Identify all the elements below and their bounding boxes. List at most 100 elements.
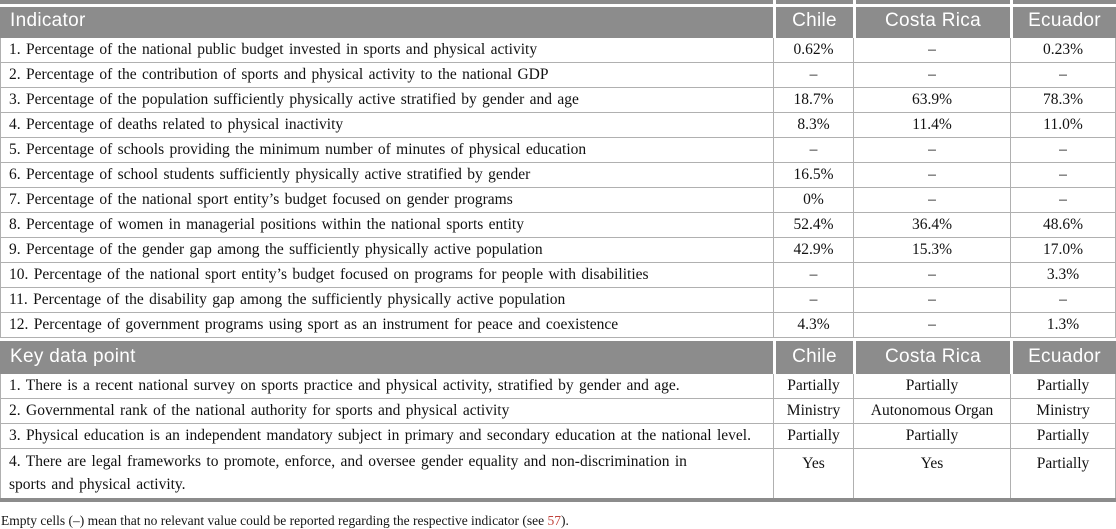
table-row: 1. There is a recent national survey on … (0, 374, 1116, 399)
value-cell: 0.62% (773, 38, 853, 63)
value-cell: 42.9% (773, 238, 853, 263)
key-data-point-rows: 1. There is a recent national survey on … (0, 374, 1116, 498)
value-cell: 0% (773, 188, 853, 213)
value-cell: 52.4% (773, 213, 853, 238)
value-cell: Partially (853, 374, 1010, 399)
row-label: 5. Percentage of schools providing the m… (0, 138, 773, 163)
table-row: 3. Percentage of the population sufficie… (0, 88, 1116, 113)
value-cell: – (773, 263, 853, 288)
value-cell: – (853, 63, 1010, 88)
row-label: 4. There are legal frameworks to promote… (0, 449, 773, 498)
value-cell: – (853, 263, 1010, 288)
value-cell: 4.3% (773, 313, 853, 338)
value-cell: 1.3% (1010, 313, 1116, 338)
column-header-ecuador: Ecuador (1010, 338, 1116, 374)
table-row: 2. Governmental rank of the national aut… (0, 399, 1116, 424)
indicators-table: Indicator Chile Costa Rica Ecuador 1. Pe… (0, 0, 1116, 498)
value-cell: 63.9% (853, 88, 1010, 113)
row-label: 1. Percentage of the national public bud… (0, 38, 773, 63)
row-label: 4. Percentage of deaths related to physi… (0, 113, 773, 138)
value-cell: 78.3% (1010, 88, 1116, 113)
footnote-text-suffix: ). (561, 512, 569, 528)
row-label: 11. Percentage of the disability gap amo… (0, 288, 773, 313)
value-cell: – (1010, 163, 1116, 188)
section-header-indicator: Indicator Chile Costa Rica Ecuador (0, 0, 1116, 38)
value-cell: – (1010, 138, 1116, 163)
value-cell: 8.3% (773, 113, 853, 138)
column-header-chile: Chile (773, 0, 853, 38)
table-row: 1. Percentage of the national public bud… (0, 38, 1116, 63)
indicator-rows: 1. Percentage of the national public bud… (0, 38, 1116, 338)
value-cell: – (773, 288, 853, 313)
value-cell: Partially (773, 424, 853, 449)
row-label: 2. Governmental rank of the national aut… (0, 399, 773, 424)
value-cell: Partially (1010, 424, 1116, 449)
value-cell: 3.3% (1010, 263, 1116, 288)
value-cell: – (1010, 288, 1116, 313)
value-cell: – (773, 138, 853, 163)
value-cell: Ministry (773, 399, 853, 424)
footnote-text: Empty cells (–) mean that no relevant va… (1, 512, 548, 528)
value-cell: Yes (773, 449, 853, 498)
value-cell: – (773, 63, 853, 88)
row-label: 9. Percentage of the gender gap among th… (0, 238, 773, 263)
value-cell: – (853, 38, 1010, 63)
column-header-costa-rica: Costa Rica (853, 0, 1010, 38)
value-cell: 18.7% (773, 88, 853, 113)
table-row: 5. Percentage of schools providing the m… (0, 138, 1116, 163)
value-cell: Yes (853, 449, 1010, 498)
table-row: 7. Percentage of the national sport enti… (0, 188, 1116, 213)
column-header-chile: Chile (773, 338, 853, 374)
table-row: 10. Percentage of the national sport ent… (0, 263, 1116, 288)
value-cell: 11.4% (853, 113, 1010, 138)
row-label: 1. There is a recent national survey on … (0, 374, 773, 399)
table-bottom-rule (0, 497, 1116, 502)
section-title-key-data-point: Key data point (0, 338, 773, 374)
footnote: Empty cells (–) mean that no relevant va… (1, 513, 1116, 529)
value-cell: Partially (773, 374, 853, 399)
value-cell: – (1010, 188, 1116, 213)
citation-link-57[interactable]: 57 (547, 512, 562, 528)
header-row: Key data point Chile Costa Rica Ecuador (0, 338, 1116, 374)
table-row: 2. Percentage of the contribution of spo… (0, 63, 1116, 88)
value-cell: – (853, 288, 1010, 313)
table-row: 3. Physical education is an independent … (0, 424, 1116, 449)
column-header-costa-rica: Costa Rica (853, 338, 1010, 374)
header-row: Indicator Chile Costa Rica Ecuador (0, 0, 1116, 38)
value-cell: 16.5% (773, 163, 853, 188)
row-label: 8. Percentage of women in managerial pos… (0, 213, 773, 238)
row-label: 7. Percentage of the national sport enti… (0, 188, 773, 213)
value-cell: 36.4% (853, 213, 1010, 238)
row-label: 10. Percentage of the national sport ent… (0, 263, 773, 288)
section-header-key-data-point: Key data point Chile Costa Rica Ecuador (0, 338, 1116, 374)
row-label: 3. Physical education is an independent … (0, 424, 773, 449)
value-cell: – (853, 188, 1010, 213)
table-row: 4. Percentage of deaths related to physi… (0, 113, 1116, 138)
value-cell: Ministry (1010, 399, 1116, 424)
row-label: 2. Percentage of the contribution of spo… (0, 63, 773, 88)
value-cell: Partially (853, 424, 1010, 449)
row-label: 3. Percentage of the population sufficie… (0, 88, 773, 113)
value-cell: 11.0% (1010, 113, 1116, 138)
row-label: 6. Percentage of school students suffici… (0, 163, 773, 188)
table-row: 8. Percentage of women in managerial pos… (0, 213, 1116, 238)
value-cell: – (853, 138, 1010, 163)
value-cell: 15.3% (853, 238, 1010, 263)
section-title-indicator: Indicator (0, 0, 773, 38)
value-cell: Autonomous Organ (853, 399, 1010, 424)
value-cell: Partially (1010, 449, 1116, 498)
value-cell: 0.23% (1010, 38, 1116, 63)
table-row: 12. Percentage of government programs us… (0, 313, 1116, 338)
table-row: 11. Percentage of the disability gap amo… (0, 288, 1116, 313)
column-header-ecuador: Ecuador (1010, 0, 1116, 38)
table-row: 6. Percentage of school students suffici… (0, 163, 1116, 188)
value-cell: – (853, 313, 1010, 338)
table-row: 9. Percentage of the gender gap among th… (0, 238, 1116, 263)
value-cell: 17.0% (1010, 238, 1116, 263)
value-cell: Partially (1010, 374, 1116, 399)
table-row: 4. There are legal frameworks to promote… (0, 449, 1116, 498)
row-label: 12. Percentage of government programs us… (0, 313, 773, 338)
value-cell: 48.6% (1010, 213, 1116, 238)
value-cell: – (853, 163, 1010, 188)
